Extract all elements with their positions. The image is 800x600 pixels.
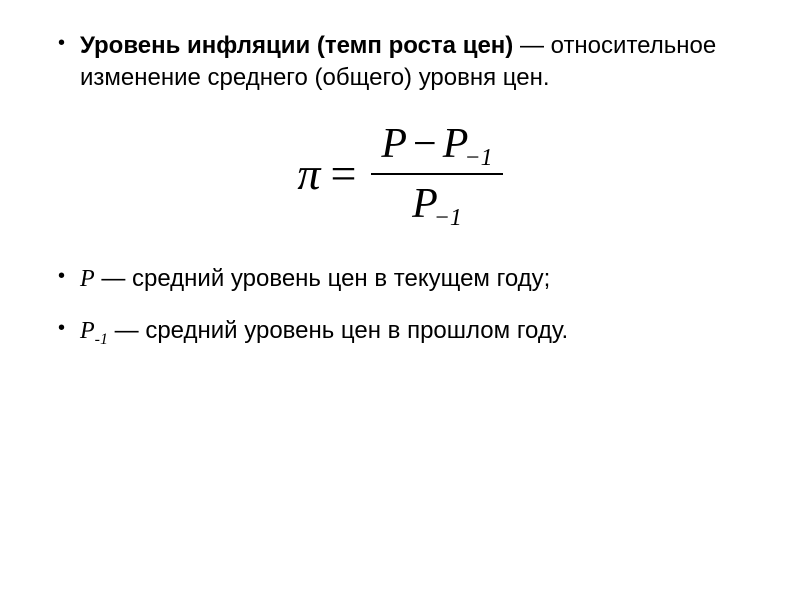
formula-equals: =: [330, 147, 356, 200]
formula-numerator: P − P−1: [371, 120, 502, 173]
num-p-current: P: [381, 120, 407, 168]
legend-p-prev-var: P: [80, 318, 95, 344]
den-p-prev-sub: −1: [434, 205, 462, 232]
num-p-prev-sub: −1: [464, 145, 492, 172]
legend-p-prev-text: — средний уровень цен в прошлом году.: [108, 317, 568, 344]
formula-denominator: P−1: [402, 175, 472, 228]
inflation-formula: π = P − P−1 P−1: [297, 120, 502, 228]
formula-fraction: P − P−1 P−1: [371, 120, 502, 228]
content-list: Уровень инфляции (темп роста цен) — отно…: [50, 30, 750, 95]
legend-p-current-var: P: [80, 266, 95, 292]
legend-p-prev: P-1 — средний уровень цен в прошлом году…: [50, 315, 750, 350]
num-minus: −: [413, 120, 437, 168]
definition-term: Уровень инфляции (темп роста цен): [80, 32, 513, 59]
legend-p-prev-sub: -1: [95, 331, 108, 348]
legend-p-current-text: — средний уровень цен в текущем году;: [95, 265, 551, 292]
formula-lhs: π: [297, 147, 320, 200]
formula-container: π = P − P−1 P−1: [50, 120, 750, 228]
legend-list: P — средний уровень цен в текущем году; …: [50, 263, 750, 351]
legend-p-current: P — средний уровень цен в текущем году;: [50, 263, 750, 295]
definition-item: Уровень инфляции (темп роста цен) — отно…: [50, 30, 750, 95]
